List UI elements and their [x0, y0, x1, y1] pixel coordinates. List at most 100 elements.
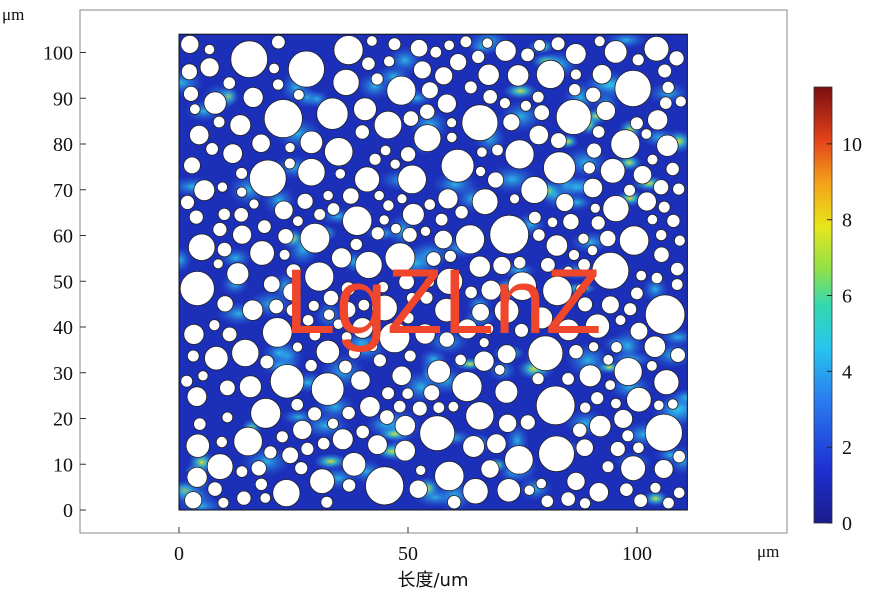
particle	[207, 481, 223, 497]
particle	[523, 484, 535, 496]
particle	[217, 496, 230, 509]
particle	[509, 193, 520, 205]
particle	[216, 295, 234, 313]
x-tick-label: 100	[622, 543, 652, 565]
particle	[340, 281, 356, 297]
particle	[332, 318, 344, 330]
particle	[649, 481, 662, 494]
particle	[413, 124, 442, 153]
particle	[419, 103, 436, 120]
particle	[672, 449, 686, 464]
particle	[408, 479, 428, 499]
particle	[602, 354, 614, 366]
particle	[446, 117, 458, 129]
particle	[184, 491, 203, 510]
particle	[527, 335, 564, 372]
particle	[187, 233, 216, 262]
particle	[578, 364, 602, 388]
particle	[643, 335, 667, 358]
particle	[180, 34, 200, 54]
particle	[235, 167, 248, 180]
particle	[383, 55, 396, 68]
particle	[589, 414, 612, 438]
particle	[233, 207, 249, 223]
particle	[513, 256, 527, 270]
y-tick-label: 20	[53, 409, 73, 431]
field-hotspot	[313, 453, 349, 470]
particle	[632, 165, 653, 185]
particle	[282, 282, 302, 302]
particle	[357, 298, 371, 312]
particle	[514, 323, 529, 338]
particle	[403, 349, 417, 363]
particle	[480, 459, 500, 479]
particle	[400, 146, 417, 163]
particle	[436, 93, 457, 114]
particle	[451, 371, 483, 403]
particle	[463, 80, 478, 95]
particle	[434, 460, 465, 492]
particle	[248, 198, 260, 210]
particle	[540, 257, 556, 273]
particle	[480, 279, 502, 301]
particle	[579, 401, 592, 414]
particle	[186, 386, 208, 407]
particle	[398, 273, 415, 291]
particle	[307, 406, 323, 422]
particle	[586, 244, 599, 256]
particle	[370, 72, 384, 86]
particle	[531, 372, 545, 386]
particle	[221, 411, 234, 424]
particle	[347, 346, 361, 360]
particle	[250, 460, 267, 477]
particle	[590, 391, 605, 406]
particle	[621, 429, 635, 443]
particle	[481, 37, 493, 49]
particle	[355, 424, 370, 439]
particle	[394, 415, 416, 437]
particle	[550, 132, 567, 149]
particle	[274, 200, 294, 221]
particle	[568, 249, 580, 261]
particle	[536, 59, 566, 89]
particle	[666, 213, 681, 228]
particle	[557, 318, 580, 342]
particle	[307, 299, 320, 312]
particle	[221, 326, 238, 343]
y-tick-label: 70	[53, 180, 73, 202]
particle	[415, 464, 427, 476]
particle	[471, 50, 486, 64]
particle	[528, 124, 549, 146]
particle	[226, 262, 250, 286]
particle	[568, 83, 582, 97]
particle	[341, 452, 367, 477]
particle	[251, 133, 271, 153]
particle	[659, 96, 673, 110]
particle	[222, 143, 243, 164]
colorbar: 0 2 4 6 8 10	[813, 86, 862, 535]
particle	[187, 349, 200, 363]
particle	[562, 213, 580, 231]
particle	[405, 292, 418, 304]
particle	[532, 228, 546, 242]
particle	[543, 151, 576, 185]
particle	[507, 271, 537, 301]
particle	[600, 158, 626, 184]
particle	[588, 341, 600, 353]
particle	[351, 317, 374, 339]
particle	[269, 364, 305, 399]
particle	[653, 369, 680, 396]
particle	[287, 50, 325, 88]
particle	[180, 374, 194, 388]
particle	[366, 35, 378, 47]
y-tick-label: 30	[53, 363, 73, 385]
particle	[464, 285, 478, 299]
particle	[229, 114, 252, 136]
particle	[461, 104, 499, 142]
particle	[610, 397, 622, 410]
particle	[443, 249, 457, 263]
particle	[313, 208, 327, 221]
particle	[520, 47, 535, 63]
colorbar-tick-label: 4	[842, 361, 852, 383]
particle	[367, 340, 379, 352]
